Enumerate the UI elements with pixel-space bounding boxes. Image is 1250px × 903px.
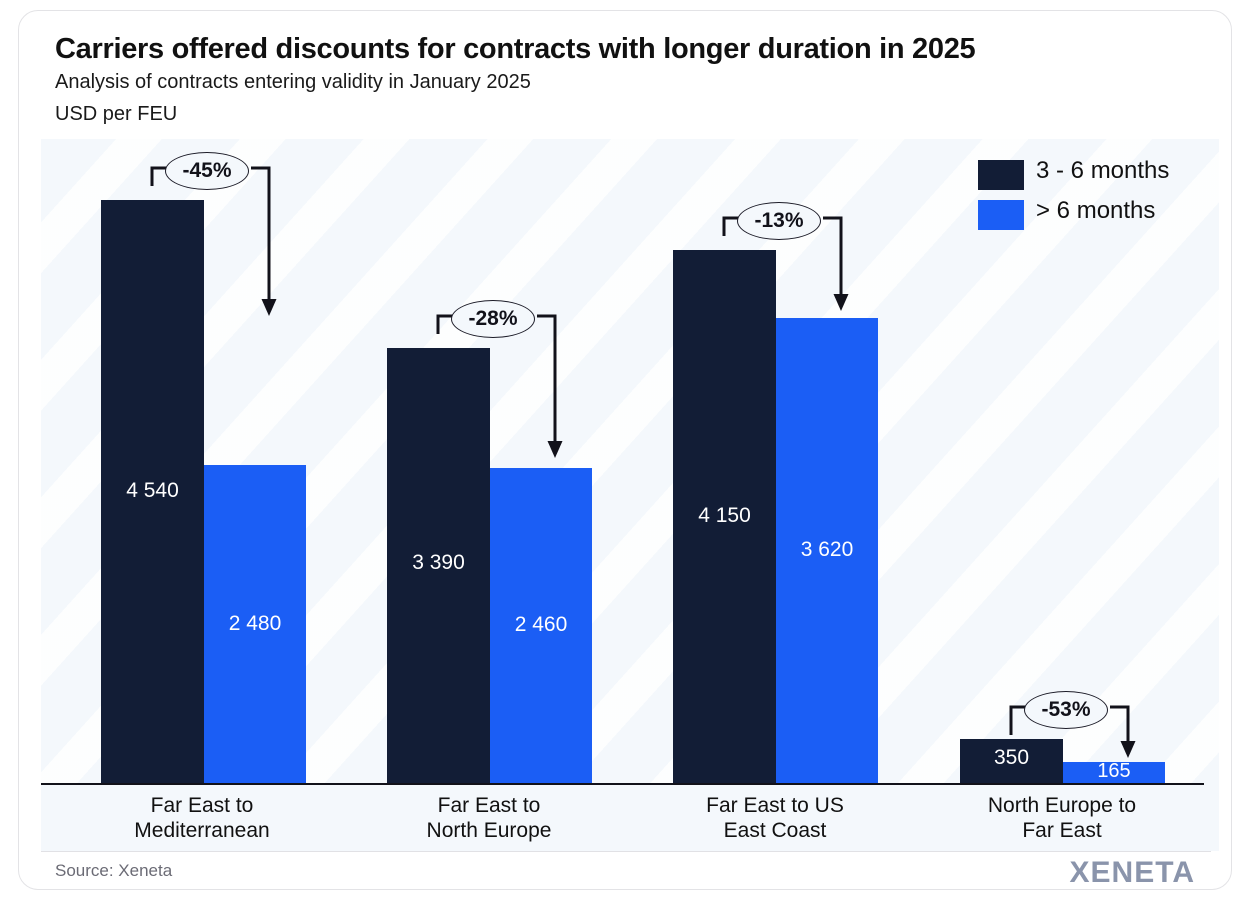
bar-value-3-6-months-2: 4 150 (698, 504, 751, 527)
category-label-1-line-2: North Europe (426, 819, 552, 842)
xeneta-logo: XENETA (1069, 856, 1195, 889)
bar-3-6-months-2 (673, 250, 776, 783)
source-text: Source: Xeneta (55, 861, 173, 880)
legend-label-3-6-months: 3 - 6 months (1036, 157, 1170, 184)
category-label-2-line-1: Far East to US (706, 794, 844, 817)
chart-units-label: USD per FEU (55, 103, 178, 125)
bar-value-3-6-months-3: 350 (993, 746, 1030, 769)
category-label-2-line-2: East Coast (723, 819, 827, 842)
bar-3-6-months-0 (101, 200, 204, 783)
chart-card: Carriers offered discounts for contracts… (18, 10, 1232, 890)
category-label-0-line-2: Mediterranean (134, 819, 270, 842)
bar-over-6-months-1 (490, 468, 592, 783)
callout-bubble-0: -45% (165, 152, 249, 190)
category-label-2: Far East to US East Coast (650, 793, 900, 843)
category-label-3-line-1: North Europe to (987, 794, 1137, 817)
legend-swatch-over-6-months (978, 200, 1024, 230)
bar-value-over-6-months-2: 3 620 (800, 538, 854, 561)
legend-swatch-3-6-months (978, 160, 1024, 190)
bar-3-6-months-1 (387, 348, 490, 783)
bar-value-over-6-months-1: 2 460 (514, 613, 568, 636)
bar-value-3-6-months-1: 3 390 (412, 551, 465, 574)
legend-label-over-6-months: > 6 months (1036, 197, 1156, 224)
callout-bubble-1: -28% (451, 300, 535, 338)
bar-over-6-months-0 (204, 465, 306, 783)
page-title: Carriers offered discounts for contracts… (55, 33, 976, 65)
category-label-strip (41, 785, 1219, 851)
category-label-0: Far East to Mediterranean (77, 793, 327, 843)
category-label-0-line-1: Far East to (150, 794, 254, 817)
category-label-3: North Europe to Far East (937, 793, 1187, 843)
callout-bubble-3: -53% (1024, 691, 1108, 729)
bar-value-over-6-months-3: 165 (1097, 760, 1131, 782)
bar-over-6-months-2 (776, 318, 878, 783)
bar-value-over-6-months-0: 2 480 (228, 612, 282, 635)
bar-over-6-months-3 (1063, 762, 1165, 783)
chart-subtitle: Analysis of contracts entering validity … (55, 71, 531, 93)
bar-value-3-6-months-0: 4 540 (126, 479, 179, 502)
footer-divider (41, 851, 1211, 852)
category-label-1: Far East to North Europe (364, 793, 614, 843)
callout-bubble-2: -13% (737, 202, 821, 240)
x-axis-line (41, 783, 1204, 785)
category-label-3-line-2: Far East (1022, 819, 1102, 842)
category-label-1-line-1: Far East to (437, 794, 541, 817)
bar-3-6-months-3 (960, 739, 1063, 783)
